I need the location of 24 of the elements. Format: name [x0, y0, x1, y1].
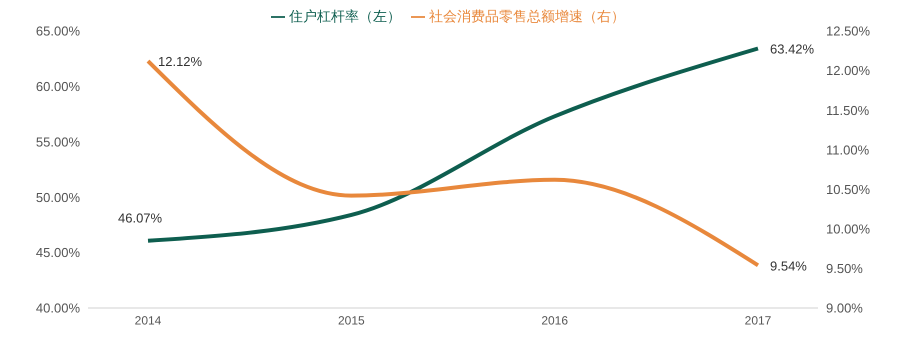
- legend-label: 社会消费品零售总额增速（右）: [429, 8, 625, 24]
- y-tick-label: 55.00%: [36, 134, 80, 150]
- y-tick-label: 50.00%: [36, 190, 80, 205]
- y2-tick-label: 11.00%: [826, 142, 870, 158]
- y2-tick-label: 10.50%: [826, 182, 871, 197]
- y2-tick-label: 9.00%: [826, 300, 864, 316]
- y-tick-label: 60.00%: [36, 79, 80, 94]
- x-tick-label: 2015: [338, 314, 366, 328]
- data-label: 46.07%: [118, 210, 163, 226]
- data-label: 63.42%: [770, 42, 815, 57]
- y2-tick-label: 10.00%: [826, 221, 871, 236]
- data-label: 12.12%: [158, 54, 203, 70]
- x-tick-label: 2014: [134, 314, 162, 328]
- y2-tick-label: 12.00%: [826, 63, 871, 78]
- y2-tick-label: 12.50%: [826, 24, 871, 39]
- x-tick-label: 2017: [744, 314, 772, 328]
- y2-tick-label: 11.50%: [826, 102, 870, 118]
- x-tick-label: 2016: [541, 314, 568, 328]
- y-tick-label: 65.00%: [36, 24, 80, 39]
- y2-tick-label: 9.50%: [826, 261, 864, 276]
- y-tick-label: 40.00%: [36, 300, 80, 316]
- data-label: 9.54%: [770, 258, 808, 274]
- y-tick-label: 45.00%: [36, 245, 80, 260]
- legend-label: 住户杠杆率（左）: [289, 8, 401, 24]
